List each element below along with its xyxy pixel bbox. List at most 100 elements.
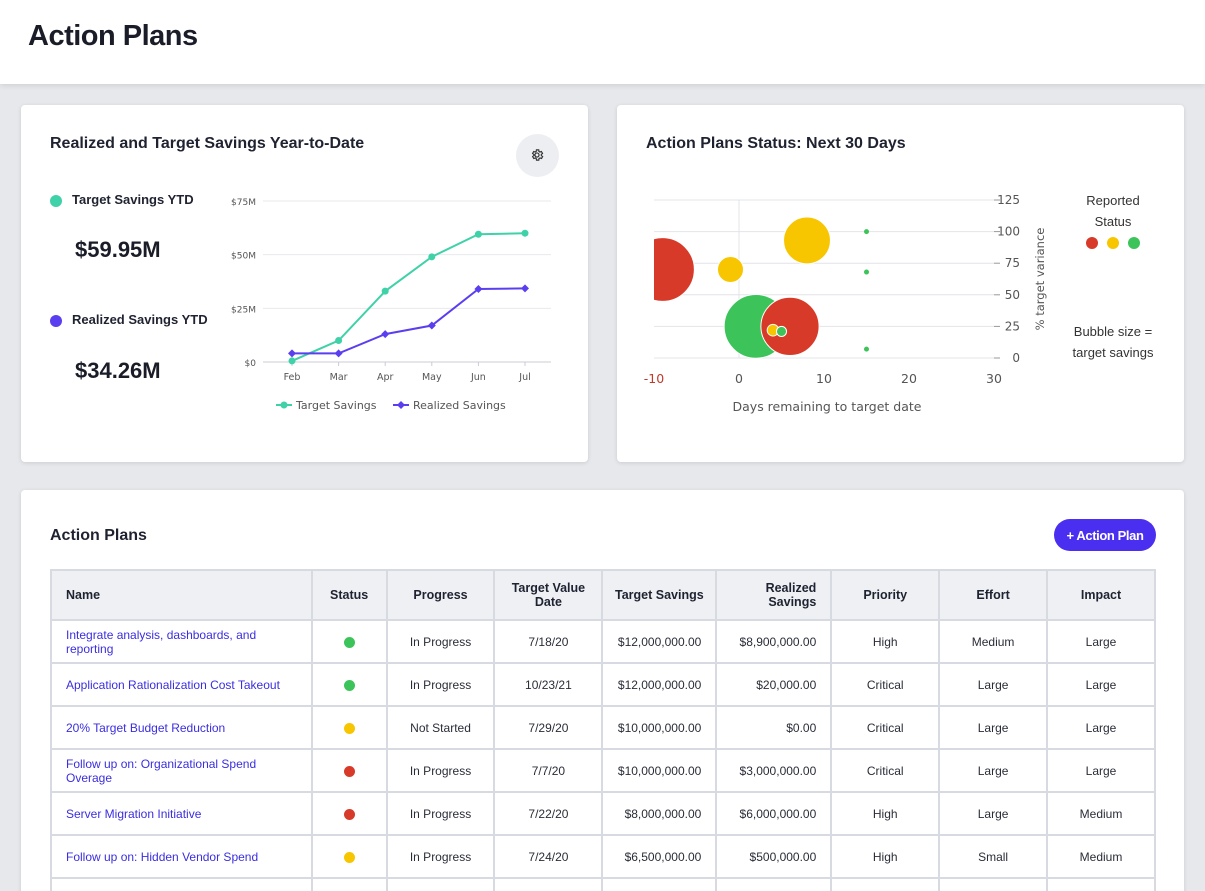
action-plans-table: Name Status Progress Target Value Date T… [50, 569, 1156, 891]
legend-label: Realized Savings [413, 399, 506, 412]
table-row[interactable]: Follow up on: Organizational Spend Overa… [50, 748, 1156, 793]
plan-name-link[interactable]: Integrate analysis, dashboards, and repo… [66, 627, 257, 656]
add-action-plan-button[interactable]: + Action Plan [1054, 519, 1156, 551]
column-header-effort[interactable]: Effort [938, 569, 1049, 621]
plan-realized-savings-cell: $20,000.00 [715, 662, 833, 707]
bubble-size-note-1: Bubble size = [1073, 324, 1153, 339]
table-row[interactable]: Application Rationalization Cost Takeout… [50, 662, 1156, 707]
plan-progress-cell: In Progress [385, 834, 496, 879]
plan-name-link[interactable]: Follow up on: Hidden Vendor Spend [66, 849, 259, 864]
plan-status-cell [310, 619, 388, 664]
plan-status-cell [310, 705, 388, 750]
plan-name-cell: Integrate analysis, dashboards, and repo… [50, 619, 313, 664]
status-bubble [654, 237, 695, 302]
target-savings-point [474, 230, 482, 238]
table-row[interactable]: Follow up on: Hidden Vendor Spend In Prog… [50, 834, 1156, 879]
plan-date-cell: 7/22/20 [493, 791, 604, 836]
savings-card-title: Realized and Target Savings Year-to-Date [50, 135, 365, 152]
realized-savings-dot [50, 315, 62, 327]
status-card: Action Plans Status: Next 30 Days 0 25 50 7… [617, 105, 1184, 462]
plan-realized-savings-cell: $0.00 [715, 705, 833, 750]
plan-progress-cell: In Progress [385, 662, 496, 707]
target-savings-point [428, 253, 436, 261]
legend-red-dot [1086, 236, 1099, 249]
plan-progress-cell: In Progress [385, 619, 496, 664]
table-row[interactable] [50, 877, 1156, 891]
plan-name-link[interactable]: Follow up on: Organizational Spend Overa… [66, 756, 257, 785]
action-plans-card: Action Plans + Action Plan Name Status P… [21, 490, 1184, 891]
realized-savings-point [334, 349, 343, 358]
x-tick-label: May [422, 372, 442, 383]
x-tick-label: Jul [518, 372, 530, 383]
y-tick-label: 75 [1005, 256, 1020, 270]
column-header-status[interactable]: Status [310, 569, 388, 621]
target-savings-point [335, 337, 343, 345]
plan-effort-cell: Large [938, 791, 1049, 836]
target-savings-value: $59.95M [75, 237, 161, 262]
status-dot [343, 679, 355, 691]
plan-impact-cell: Large [1046, 619, 1156, 664]
column-header-target-savings[interactable]: Target Savings [601, 569, 718, 621]
plan-impact-cell: Large [1046, 748, 1156, 793]
y-tick-label: $50M [231, 252, 256, 262]
realized-savings-point [427, 321, 436, 330]
plan-effort-cell: Large [938, 662, 1049, 707]
plan-effort-cell: Small [938, 834, 1049, 879]
column-header-realized-savings[interactable]: Realized Savings [715, 569, 833, 621]
savings-line-chart: $0 $25M $50M $75M Feb Mar Apr May Jun Jul Target S… [231, 198, 551, 412]
table-header-row: Name Status Progress Target Value Date T… [50, 569, 1156, 621]
column-header-progress[interactable]: Progress [385, 569, 496, 621]
column-header-impact[interactable]: Impact [1046, 569, 1156, 621]
status-bubble [775, 325, 788, 337]
table-row[interactable]: Server Migration Initiative In Progress 7/… [50, 791, 1156, 836]
realized-savings-header-label: Realized Savings [765, 581, 817, 609]
y-tick-label: $75M [231, 198, 256, 208]
status-legend-title-2: Status [1094, 214, 1132, 229]
column-header-priority[interactable]: Priority [830, 569, 941, 621]
plan-date-cell: 7/29/20 [493, 705, 604, 750]
realized-savings-point [381, 330, 390, 339]
plan-progress-cell: Not Started [385, 705, 496, 750]
plan-realized-savings-cell: $3,000,000.00 [715, 748, 833, 793]
target-savings-point [288, 357, 296, 365]
bubble-size-note-2: target savings [1072, 345, 1154, 360]
status-legend-title-1: Reported [1086, 193, 1140, 208]
plan-target-savings-cell: $8,000,000.00 [601, 791, 718, 836]
plan-priority-cell: High [830, 791, 941, 836]
table-row[interactable]: 20% Target Budget Reduction Not Started 7/… [50, 705, 1156, 750]
x-tick-label: 0 [735, 371, 743, 386]
plan-name-cell: Follow up on: Hidden Vendor Spend [50, 834, 313, 879]
status-bubble [760, 296, 820, 356]
y-tick-label: 0 [1012, 351, 1020, 365]
table-row[interactable]: Integrate analysis, dashboards, and repo… [50, 619, 1156, 664]
column-header-name[interactable]: Name [50, 569, 313, 621]
top-bar: Action Plans [0, 0, 1205, 84]
y-tick-label: 50 [1005, 288, 1020, 302]
realized-savings-label: Realized Savings YTD [72, 312, 208, 327]
status-bubble [864, 229, 869, 235]
action-plans-title: Action Plans [50, 527, 147, 544]
plan-effort-cell: Medium [938, 619, 1049, 664]
plan-progress-cell: In Progress [385, 791, 496, 836]
legend-marker [397, 401, 405, 409]
column-header-target-date[interactable]: Target Value Date [493, 569, 604, 621]
target-savings-point [521, 229, 529, 237]
x-tick-label: Apr [377, 372, 394, 383]
plan-realized-savings-cell: $6,000,000.00 [715, 791, 833, 836]
plan-priority-cell: Critical [830, 748, 941, 793]
plan-target-savings-cell: $12,000,000.00 [601, 619, 718, 664]
plan-name-link[interactable]: 20% Target Budget Reduction [66, 720, 226, 735]
y-tick-label: $0 [245, 359, 257, 369]
plan-priority-cell: Critical [830, 705, 941, 750]
plan-progress-cell: In Progress [385, 748, 496, 793]
plan-realized-savings-cell: $8,900,000.00 [715, 619, 833, 664]
plan-name-link[interactable]: Server Migration Initiative [66, 806, 202, 821]
plan-name-link[interactable]: Application Rationalization Cost Takeout [66, 677, 280, 692]
status-legend-dots [1072, 236, 1154, 249]
legend-green-dot [1127, 236, 1140, 249]
plan-date-cell: 7/7/20 [493, 748, 604, 793]
chart-settings-button[interactable] [516, 134, 559, 177]
plan-impact-cell: Large [1046, 705, 1156, 750]
target-savings-line [291, 232, 526, 362]
plan-name-cell: Follow up on: Organizational Spend Overa… [50, 748, 313, 793]
